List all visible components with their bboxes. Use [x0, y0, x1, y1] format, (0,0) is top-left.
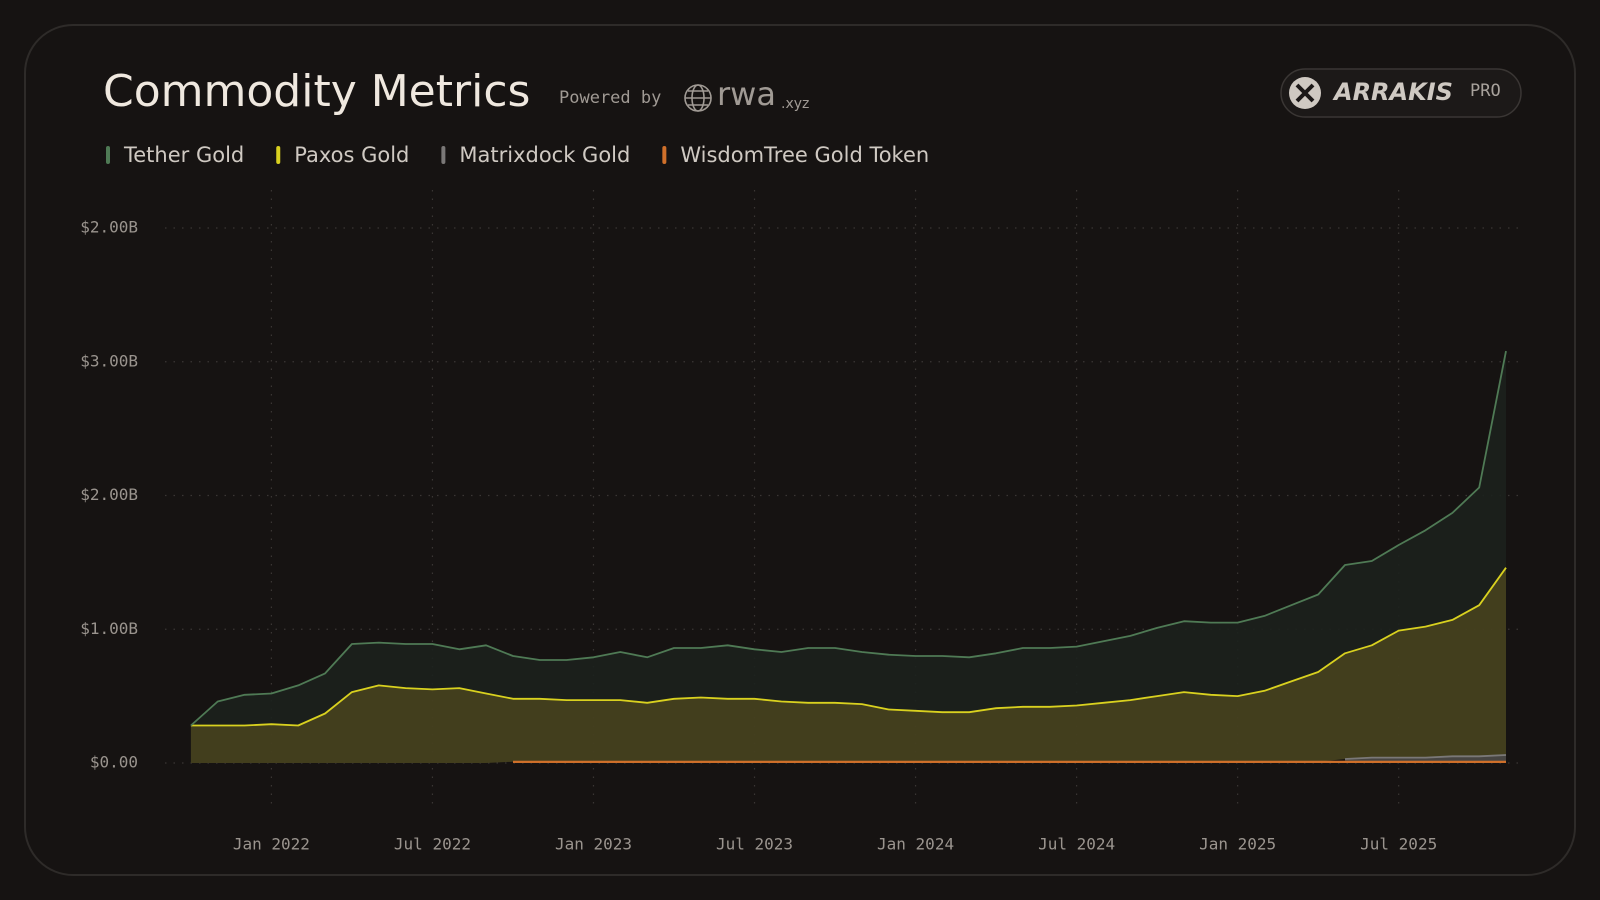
x-tick-label: Jan 2022	[233, 835, 310, 854]
x-tick-label: Jul 2024	[1038, 835, 1115, 854]
legend-label: Matrixdock Gold	[459, 143, 630, 167]
legend-swatch	[441, 146, 446, 164]
brand-badge: ARRAKIS PRO	[1280, 68, 1522, 118]
series-line	[1344, 754, 1507, 760]
x-tick-label: Jul 2022	[394, 835, 471, 854]
area-fill	[190, 567, 1506, 763]
axes: $0.00 $1.00B $2.00B $3.00B $2.00B Jan 2022 Jul…	[80, 218, 1437, 854]
brand-icon-x	[1295, 83, 1315, 103]
legend-label: WisdomTree Gold Token	[680, 143, 929, 167]
series-line	[190, 567, 1507, 727]
legend-label: Tether Gold	[123, 143, 244, 167]
legend-swatch	[106, 146, 110, 164]
y-tick-label: $1.00B	[80, 619, 138, 638]
source-name: rwa	[717, 75, 776, 113]
y-tick-label: $0.00	[90, 753, 138, 772]
y-tick-label: $3.00B	[80, 351, 138, 370]
x-tick-label: Jan 2023	[555, 835, 632, 854]
grid	[165, 190, 1521, 810]
y-tick-label: $2.00B	[80, 218, 138, 237]
source-suffix: .xyz	[781, 96, 809, 112]
series-line	[190, 350, 1507, 727]
legend: Tether Gold Paxos Gold Matrixdock Gold Wisd…	[106, 143, 929, 167]
x-tick-label: Jul 2025	[1360, 835, 1437, 854]
badge-frame	[1280, 68, 1522, 118]
x-tick-label: Jul 2023	[716, 835, 793, 854]
legend-swatch	[276, 146, 281, 164]
powered-by: Powered by	[559, 88, 661, 108]
plot	[190, 350, 1507, 763]
x-tick-label: Jan 2025	[1199, 835, 1276, 854]
area-fill	[190, 351, 1506, 726]
legend-label: Paxos Gold	[294, 143, 409, 167]
brand-name: ARRAKIS	[1332, 78, 1453, 106]
chart-title: Commodity Metrics	[103, 66, 530, 117]
globe-icon	[684, 84, 712, 112]
y-tick-label: $2.00B	[80, 485, 138, 504]
brand-tier: PRO	[1470, 81, 1501, 101]
x-tick-label: Jan 2024	[877, 835, 954, 854]
legend-swatch	[662, 146, 667, 164]
